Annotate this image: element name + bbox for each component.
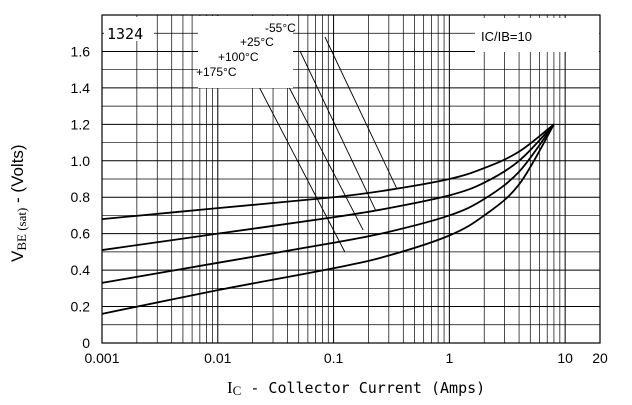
- y-tick-label: 0.6: [71, 226, 91, 242]
- y-tick-label: 0.8: [71, 189, 91, 205]
- x-tick-label: 0.1: [324, 350, 344, 366]
- x-axis-label-subscript: C: [233, 383, 242, 398]
- series-leader-lines: [255, 36, 397, 253]
- y-tick-label: 1.4: [71, 80, 91, 96]
- x-tick-label: 0.001: [84, 350, 119, 366]
- series-label: +175°C: [196, 65, 237, 79]
- x-tick-label: 20: [592, 350, 608, 366]
- y-axis-label-subscript: BE (sat): [14, 208, 29, 251]
- series-legend: -55°C+25°C+100°C+175°C: [196, 21, 296, 79]
- y-tick-label: 0: [82, 335, 90, 351]
- x-tick-label: 10: [557, 350, 573, 366]
- condition-box: [475, 18, 599, 52]
- y-tick-label: 1.2: [71, 116, 91, 132]
- series-label: -55°C: [265, 21, 296, 35]
- series-line: [101, 123, 555, 315]
- y-tick-label: 0.4: [71, 262, 91, 278]
- series-label: +25°C: [240, 35, 274, 49]
- y-tick-label: 1.6: [71, 43, 91, 59]
- series-curves: [101, 123, 555, 315]
- series-label: +100°C: [218, 50, 259, 64]
- y-axis-label: VBE (sat) - (Volts): [8, 144, 29, 262]
- legend-box: [198, 16, 293, 88]
- series-line: [101, 123, 555, 284]
- y-tick-label: 1.0: [71, 153, 91, 169]
- leader-line: [324, 36, 397, 189]
- x-axis-label: IC - Collector Current (Amps): [227, 378, 485, 398]
- leader-line: [299, 50, 376, 211]
- leader-line: [255, 80, 346, 253]
- series-line: [101, 123, 555, 251]
- y-tick-label: 0.2: [71, 299, 91, 315]
- condition-label: IC/IB=10: [481, 29, 532, 44]
- x-tick-label: 0.01: [204, 350, 231, 366]
- grid-lines: [101, 15, 601, 343]
- x-axis-label-rest: - Collector Current (Amps): [241, 379, 485, 397]
- x-axis-label-main: I: [227, 378, 233, 397]
- leader-line: [277, 65, 364, 231]
- x-tick-labels: 0.001 0.01 0.1 1 10 20: [84, 350, 608, 366]
- plot-frame: [101, 14, 601, 344]
- y-axis-label-rest: - (Volts): [8, 144, 27, 207]
- series-line: [101, 123, 555, 220]
- y-axis-label-main: V: [8, 250, 27, 262]
- part-label: 1324: [107, 25, 143, 43]
- part-label-box: [104, 17, 154, 41]
- x-tick-label: 1: [445, 350, 453, 366]
- y-tick-labels: 0 0.2 0.4 0.6 0.8 1.0 1.2 1.4 1.6: [71, 43, 91, 351]
